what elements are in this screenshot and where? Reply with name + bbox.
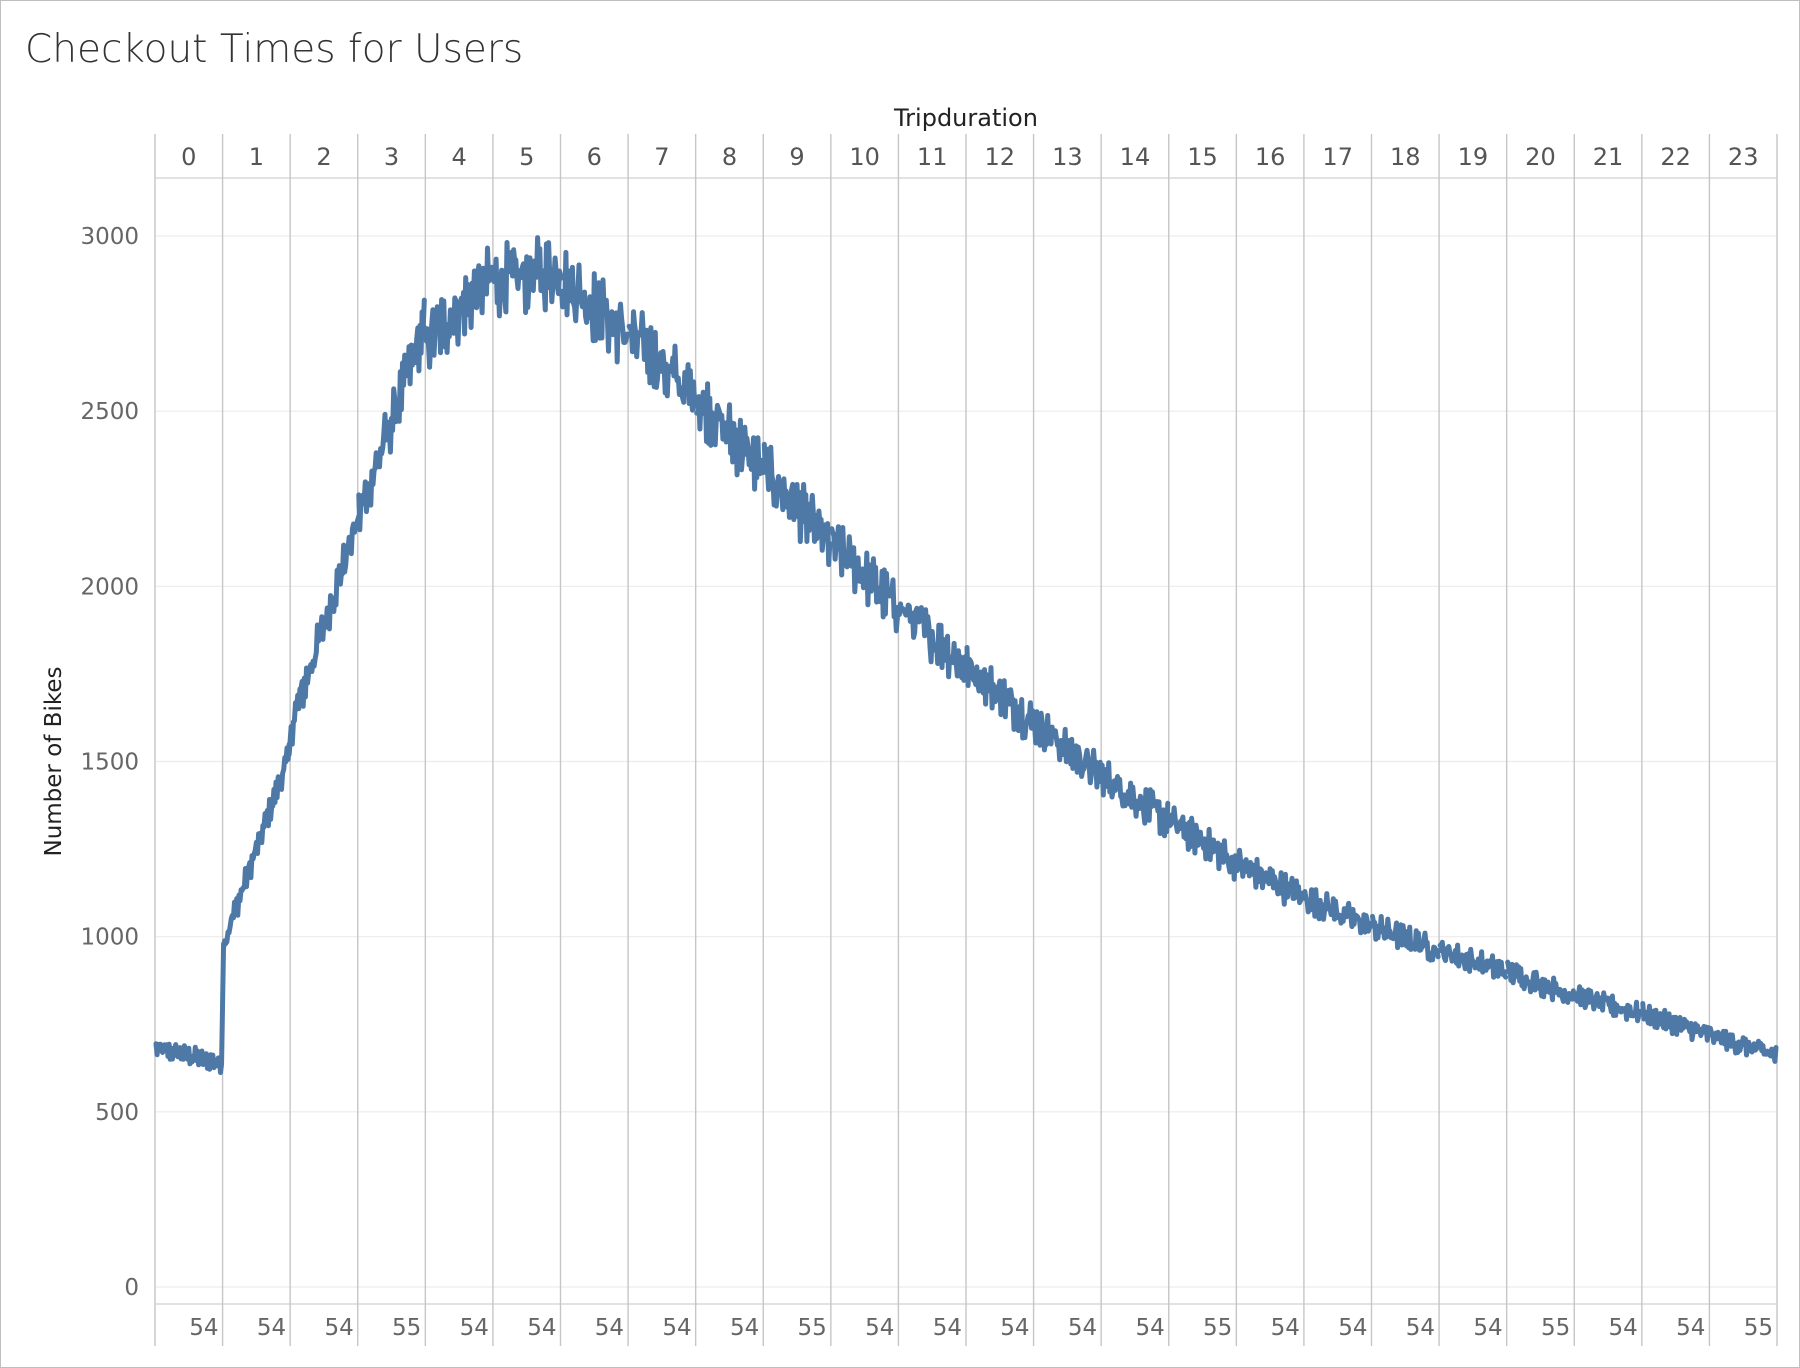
panel-header-label: 22	[1660, 143, 1691, 171]
panel-bottom-label: 54	[865, 1315, 894, 1341]
series-line-connector	[219, 941, 227, 1066]
panel-bottom-label: 54	[1271, 1315, 1300, 1341]
y-axis-label: Number of Bikes	[41, 667, 67, 857]
panel-bottom-label: 54	[595, 1315, 624, 1341]
panel-bottom-label: 54	[1000, 1315, 1029, 1341]
panel-bottom-label: 54	[1676, 1315, 1705, 1341]
panel-bottom-label: 54	[527, 1315, 556, 1341]
series-line-segment	[1640, 1001, 1711, 1043]
y-tick-label: 2500	[80, 399, 139, 425]
series-line-segment	[761, 441, 833, 568]
series-line-segment	[1572, 984, 1644, 1024]
panel-header-label: 12	[985, 143, 1016, 171]
panel-header-label: 17	[1322, 143, 1353, 171]
series-line-segment	[356, 297, 427, 533]
panel-header-label: 21	[1593, 143, 1624, 171]
panel-bottom-label: 54	[324, 1315, 353, 1341]
panel-bottom-label: 54	[933, 1315, 962, 1341]
series-line-segment	[1505, 959, 1576, 1005]
series-line-segment	[1707, 1025, 1779, 1064]
series-line-segment	[829, 524, 900, 634]
y-tick-label: 500	[95, 1100, 139, 1126]
series-line-segment	[1302, 887, 1373, 936]
series-line-segment	[1167, 805, 1238, 882]
column-header-title: Tripduration	[893, 104, 1038, 132]
series-line-segment	[964, 645, 1036, 741]
panel-header-label: 13	[1052, 143, 1083, 171]
panel-bottom-label: 54	[1473, 1315, 1502, 1341]
panel-header-label: 3	[384, 143, 399, 171]
panel-header-label: 14	[1120, 143, 1151, 171]
series-line-segment	[626, 309, 698, 413]
panel-header-label: 2	[316, 143, 331, 171]
panel-bottom-label: 55	[392, 1315, 421, 1341]
panel-header-label: 1	[249, 143, 264, 171]
panel-header-label: 10	[849, 143, 880, 171]
panel-header-label: 15	[1187, 143, 1218, 171]
series-line-segment	[423, 245, 495, 370]
series-line-segment	[221, 741, 292, 950]
series-line-segment	[559, 249, 630, 365]
series-line-segment	[1437, 939, 1509, 980]
y-tick-label: 0	[124, 1275, 139, 1301]
chart-title: Checkout Times for Users	[25, 27, 524, 72]
y-tick-label: 2000	[80, 574, 139, 600]
y-tick-label: 1000	[80, 925, 139, 951]
panel-bottom-label: 54	[460, 1315, 489, 1341]
panel-bottom-label: 54	[1609, 1315, 1638, 1341]
panel-bottom-label: 54	[1338, 1315, 1367, 1341]
series-line-segment	[694, 381, 765, 492]
panel-header-label: 0	[181, 143, 196, 171]
panel-header-label: 6	[587, 143, 602, 171]
panel-bottom-label: 55	[798, 1315, 827, 1341]
series-line-connector	[354, 513, 362, 526]
series-line-segment	[896, 601, 968, 683]
panel-bottom-label: 54	[662, 1315, 691, 1341]
panel-bottom-label: 54	[730, 1315, 759, 1341]
panel-header-label: 9	[789, 143, 804, 171]
series-line-connector	[489, 275, 497, 285]
series-line-segment	[491, 235, 562, 319]
series-line-segment	[1032, 709, 1103, 790]
series-line-segment	[288, 521, 360, 747]
panel-bottom-label: 54	[1068, 1315, 1097, 1341]
series-line-segment	[153, 1041, 225, 1076]
panel-header-label: 19	[1458, 143, 1489, 171]
series-line-connector	[286, 723, 294, 757]
panel-bottom-label: 54	[257, 1315, 286, 1341]
series-line-segment	[1099, 760, 1171, 839]
panel-header-label: 8	[722, 143, 737, 171]
y-tick-label: 3000	[80, 224, 139, 250]
y-tick-label: 1500	[80, 750, 139, 776]
panel-bottom-label: 54	[1406, 1315, 1435, 1341]
panel-header-label: 7	[654, 143, 669, 171]
panel-bottom-label: 55	[1541, 1315, 1570, 1341]
panel-header-label: 20	[1525, 143, 1556, 171]
panel-header-label: 5	[519, 143, 534, 171]
panel-bottom-label: 54	[189, 1315, 218, 1341]
panel-bottom-label: 55	[1203, 1315, 1232, 1341]
panel-header-label: 11	[917, 143, 948, 171]
panel-header-label: 23	[1728, 143, 1759, 171]
series-line-segment	[1370, 913, 1441, 963]
series-line-connector	[421, 324, 429, 344]
panel-bottom-label: 54	[1135, 1315, 1164, 1341]
series-line-segment	[1234, 847, 1306, 907]
panel-header-label: 4	[451, 143, 466, 171]
series-line-connector	[557, 268, 564, 281]
panel-header-label: 18	[1390, 143, 1421, 171]
panel-header-label: 16	[1255, 143, 1286, 171]
panel-bottom-label: 55	[1744, 1315, 1773, 1341]
